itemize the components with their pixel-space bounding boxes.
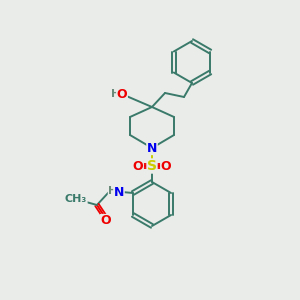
Text: N: N (147, 142, 157, 154)
Text: O: O (161, 160, 171, 172)
Text: H: H (111, 89, 121, 99)
Text: S: S (147, 159, 157, 173)
Text: O: O (117, 88, 127, 101)
Text: H: H (108, 186, 118, 196)
Text: N: N (114, 185, 124, 199)
Text: CH₃: CH₃ (65, 194, 87, 204)
Text: O: O (133, 160, 143, 172)
Text: O: O (100, 214, 111, 227)
